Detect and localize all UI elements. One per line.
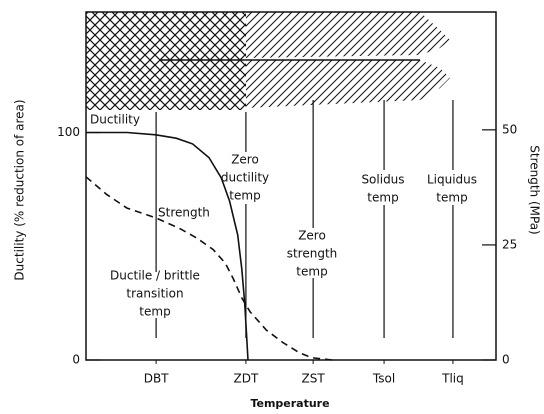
plot-frame	[85, 11, 497, 361]
hatched-regions	[86, 12, 450, 110]
cross-hatch	[86, 12, 246, 110]
x-tick-label: Tliq	[441, 372, 464, 386]
annotation: temp	[296, 265, 327, 279]
x-tick-label: Tsol	[372, 372, 395, 386]
annotation: Liquidus	[427, 173, 477, 187]
annotation: temp	[436, 191, 467, 205]
series-label: Strength	[158, 206, 210, 220]
upper-hatch	[246, 12, 450, 58]
series-line	[85, 176, 333, 361]
y-tick-label: 100	[57, 125, 80, 139]
lower-hatch	[160, 60, 450, 108]
annotation: Ductile / brittle	[110, 269, 200, 283]
x-tick-label: DBT	[144, 372, 169, 386]
annotation: ductility	[221, 171, 269, 185]
x-axis-label: Temperature	[250, 397, 329, 410]
annotation: transition	[126, 287, 183, 301]
annotation: Zero	[231, 153, 259, 167]
x-tick-label: ZDT	[234, 372, 259, 386]
annotation: temp	[139, 305, 170, 319]
y2-tick-label: 0	[502, 353, 510, 367]
y2-tick-label: 25	[502, 237, 517, 251]
annotation: temp	[367, 191, 398, 205]
series-line	[86, 131, 249, 361]
y-axis-label: Ductility (% reduction of area)	[13, 99, 27, 280]
series-label: Ductility	[90, 113, 140, 127]
annotation: strength	[287, 247, 338, 261]
annotation: temp	[229, 189, 260, 203]
y2-axis-label: Strength (MPa)	[528, 145, 542, 235]
x-tick-label: ZST	[302, 372, 326, 386]
annotation: Zero	[298, 229, 326, 243]
y-tick-label: 0	[72, 353, 80, 367]
annotation: Solidus	[361, 173, 404, 187]
y2-tick-label: 50	[502, 122, 517, 136]
